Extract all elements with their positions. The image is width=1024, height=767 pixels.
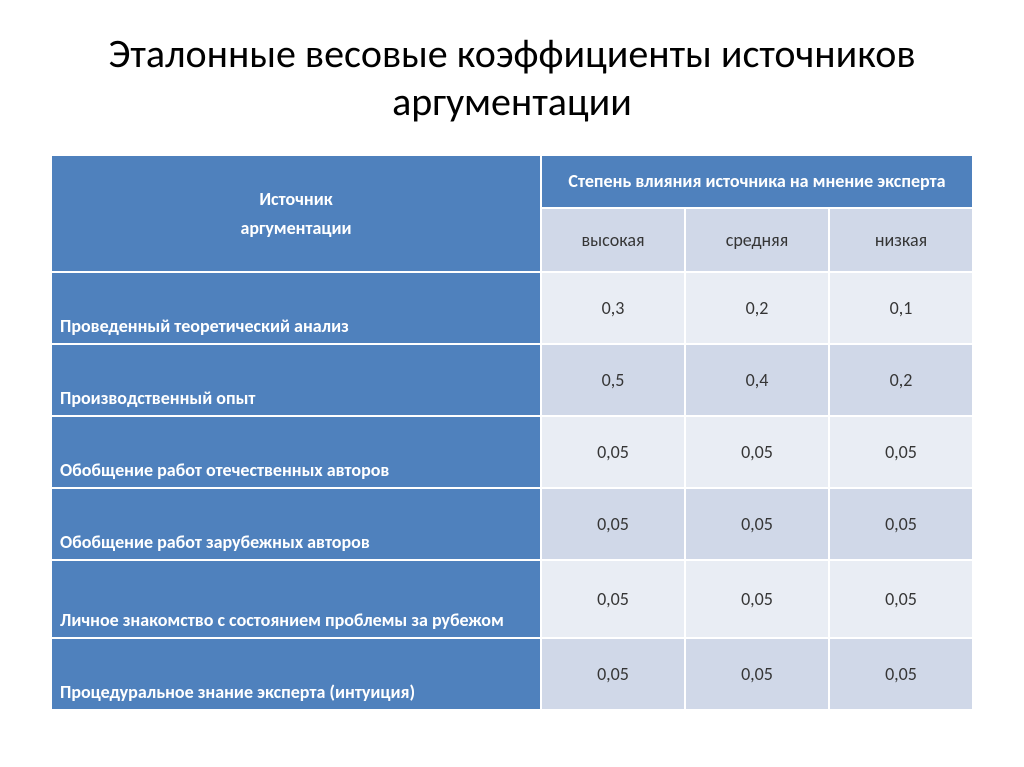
table-row: Личное знакомство с состоянием проблемы … xyxy=(51,560,973,638)
header-source-line2: аргументации xyxy=(62,214,530,243)
slide-title: Эталонные весовые коэффициенты источнико… xyxy=(50,30,974,126)
cell-high: 0,05 xyxy=(541,638,685,710)
cell-high: 0,05 xyxy=(541,488,685,560)
row-label-text: Обобщение работ отечественных авторов xyxy=(60,459,532,482)
table-row: Проведенный теоретический анализ 0,3 0,2… xyxy=(51,272,973,344)
subheader-high: высокая xyxy=(541,208,685,272)
cell-high: 0,3 xyxy=(541,272,685,344)
row-label: Проведенный теоретический анализ xyxy=(51,272,541,344)
header-degree: Степень влияния источника на мнение эксп… xyxy=(541,155,973,208)
row-label: Процедуральное знание эксперта (интуиция… xyxy=(51,638,541,710)
row-label: Личное знакомство с состоянием проблемы … xyxy=(51,560,541,638)
row-label: Обобщение работ отечественных авторов xyxy=(51,416,541,488)
subheader-low: низкая xyxy=(829,208,973,272)
table-row: Производственный опыт 0,5 0,4 0,2 xyxy=(51,344,973,416)
cell-mid: 0,05 xyxy=(685,560,829,638)
table-row: Процедуральное знание эксперта (интуиция… xyxy=(51,638,973,710)
table-row: Обобщение работ отечественных авторов 0,… xyxy=(51,416,973,488)
cell-low: 0,2 xyxy=(829,344,973,416)
coefficients-table: Источник аргументации Степень влияния ис… xyxy=(50,154,974,711)
cell-low: 0,05 xyxy=(829,488,973,560)
row-label: Производственный опыт xyxy=(51,344,541,416)
row-label: Обобщение работ зарубежных авторов xyxy=(51,488,541,560)
row-label-text: Производственный опыт xyxy=(60,387,532,410)
cell-low: 0,05 xyxy=(829,560,973,638)
cell-high: 0,05 xyxy=(541,560,685,638)
row-label-text: Личное знакомство с состоянием проблемы … xyxy=(60,609,532,632)
cell-mid: 0,05 xyxy=(685,488,829,560)
cell-low: 0,1 xyxy=(829,272,973,344)
cell-mid: 0,05 xyxy=(685,416,829,488)
row-label-text: Обобщение работ зарубежных авторов xyxy=(60,531,532,554)
cell-mid: 0,05 xyxy=(685,638,829,710)
header-source: Источник аргументации xyxy=(51,155,541,272)
subheader-mid: средняя xyxy=(685,208,829,272)
cell-mid: 0,2 xyxy=(685,272,829,344)
cell-high: 0,5 xyxy=(541,344,685,416)
cell-mid: 0,4 xyxy=(685,344,829,416)
cell-low: 0,05 xyxy=(829,638,973,710)
cell-high: 0,05 xyxy=(541,416,685,488)
header-source-line1: Источник xyxy=(62,185,530,214)
row-label-text: Проведенный теоретический анализ xyxy=(60,315,532,338)
row-label-text: Процедуральное знание эксперта (интуиция… xyxy=(60,681,532,704)
table-row: Обобщение работ зарубежных авторов 0,05 … xyxy=(51,488,973,560)
cell-low: 0,05 xyxy=(829,416,973,488)
